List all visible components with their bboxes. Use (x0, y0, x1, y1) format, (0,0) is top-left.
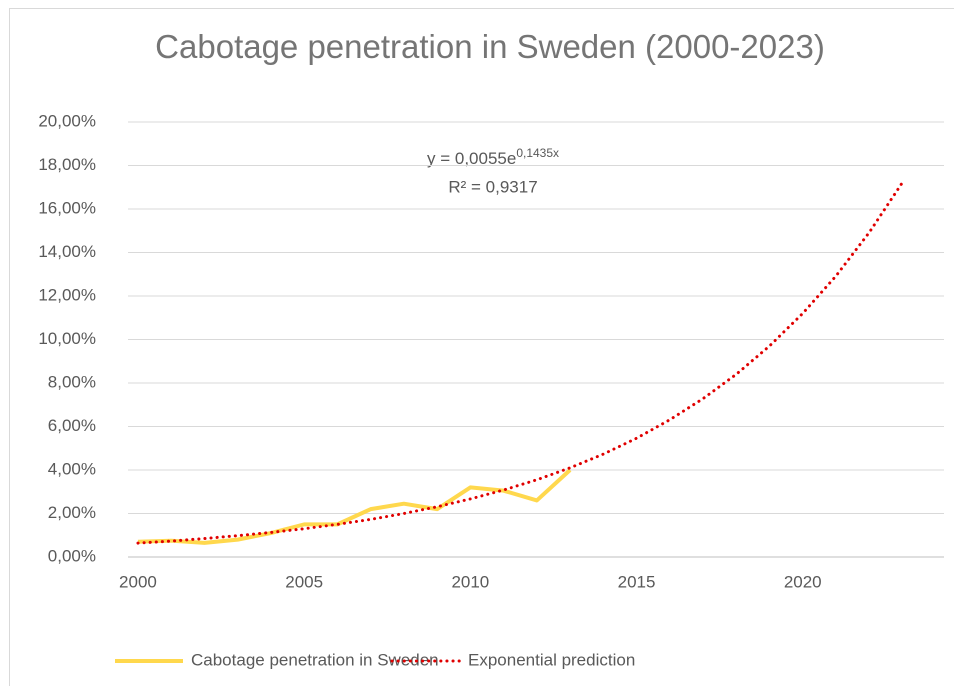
chart-border (9, 8, 954, 686)
y-tick-label: 10,00% (38, 329, 96, 348)
series-line (137, 468, 572, 545)
x-tick-label: 2005 (285, 572, 323, 591)
series-line (136, 180, 904, 545)
y-tick-label: 2,00% (48, 503, 96, 522)
y-tick-label: 12,00% (38, 285, 96, 304)
x-tick-label: 2015 (618, 572, 656, 591)
y-tick-label: 0,00% (48, 546, 96, 565)
y-tick-label: 18,00% (38, 155, 96, 174)
legend-label: Cabotage penetration in Sweden (191, 650, 439, 669)
y-tick-label: 20,00% (38, 111, 96, 130)
equation-exponent: 0,1435x (516, 146, 559, 160)
y-tick-label: 14,00% (38, 242, 96, 261)
equation-base: y = 0,0055e (427, 149, 516, 168)
legend-label: Exponential prediction (468, 650, 635, 669)
trend-equation: y = 0,0055e0,1435x (427, 146, 559, 168)
x-tick-label: 2020 (784, 572, 822, 591)
y-tick-label: 16,00% (38, 198, 96, 217)
r-squared: R² = 0,9317 (448, 177, 537, 196)
y-tick-label: 8,00% (48, 372, 96, 391)
x-tick-label: 2000 (119, 572, 157, 591)
chart-title: Cabotage penetration in Sweden (2000-202… (155, 28, 825, 65)
x-tick-label: 2010 (451, 572, 489, 591)
y-tick-label: 4,00% (48, 459, 96, 478)
y-tick-label: 6,00% (48, 416, 96, 435)
